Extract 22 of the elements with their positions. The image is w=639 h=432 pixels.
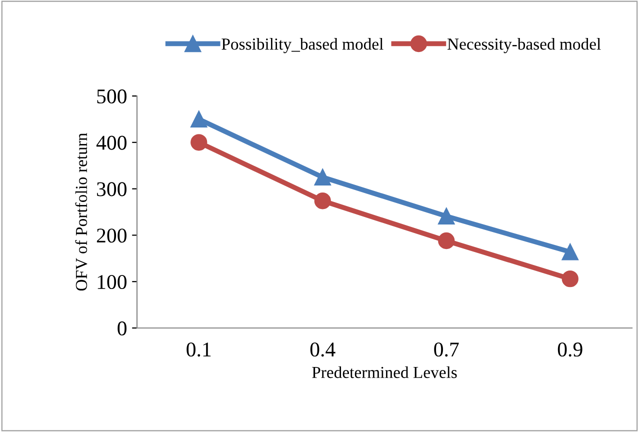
y-tick-label: 100: [98, 274, 126, 290]
y-tick-label: 0: [118, 321, 126, 336]
legend-label: Possibility_based model: [222, 38, 384, 54]
x-tick-label: 0.7: [434, 342, 459, 357]
point: [314, 168, 331, 186]
x-tick-label: 0.4: [310, 342, 336, 357]
point: [190, 110, 208, 128]
point: [438, 208, 455, 225]
point: [562, 244, 578, 260]
y-tick-label: 200: [96, 228, 126, 243]
point: [562, 270, 578, 288]
x-tick-label: 0.9: [558, 342, 582, 357]
x-axis-title: Predetermined Levels: [312, 366, 457, 378]
point: [438, 232, 455, 250]
y-tick-label: 400: [96, 136, 126, 150]
legend-label: Necessity-based model: [448, 38, 601, 54]
x-tick-label: 0.1: [186, 342, 211, 357]
y-tick-label: 300: [97, 182, 126, 196]
y-axis-title: OFV of Portfolio return: [75, 133, 88, 291]
point: [190, 134, 208, 151]
point: [314, 192, 331, 210]
y-tick-label: 500: [97, 89, 126, 104]
